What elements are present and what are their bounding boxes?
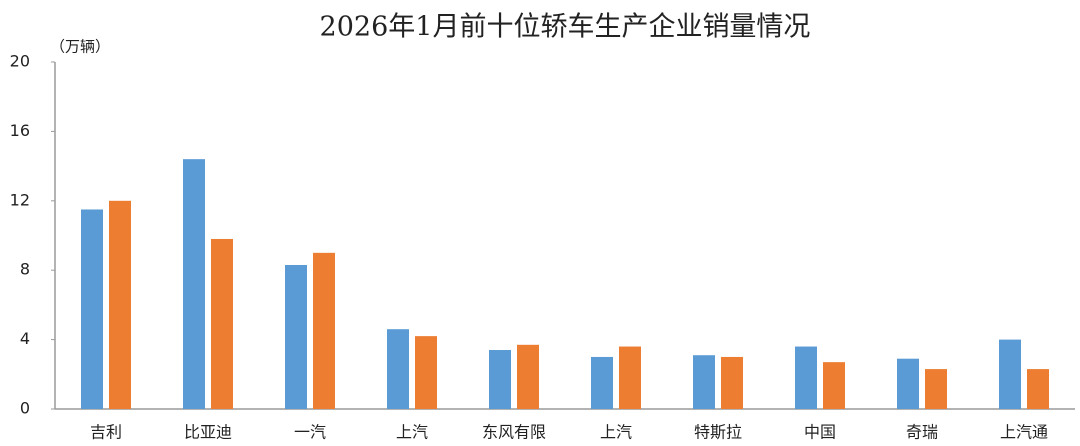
- bar: [925, 369, 947, 409]
- x-tick-label: 比亚迪: [184, 423, 232, 442]
- bar: [591, 356, 613, 409]
- y-tick-label: 20: [10, 52, 30, 71]
- x-tick-label: 吉利: [90, 423, 122, 442]
- bar: [313, 252, 335, 409]
- x-tick-label: 特斯拉: [694, 423, 742, 442]
- bar: [183, 159, 205, 409]
- bar: [517, 344, 539, 409]
- bar: [109, 200, 131, 409]
- bar: [823, 362, 845, 409]
- x-tick-label: 上汽: [396, 423, 428, 442]
- x-tick-label: 奇瑞: [906, 423, 938, 442]
- x-tick-label: 上汽: [600, 423, 632, 442]
- bar: [415, 336, 437, 409]
- bar: [999, 339, 1021, 409]
- y-tick-label: 12: [10, 190, 30, 209]
- x-tick-label: 一汽: [294, 423, 326, 442]
- bar: [897, 358, 919, 409]
- bar: [721, 356, 743, 409]
- bar: [693, 355, 715, 409]
- y-axis-label: （万辆）: [50, 38, 110, 56]
- y-tick-label: 4: [20, 329, 30, 348]
- y-tick-label: 8: [20, 260, 30, 279]
- x-tick-label: 上汽通: [1000, 423, 1048, 442]
- bar: [795, 346, 817, 409]
- y-tick-label: 0: [20, 399, 30, 418]
- bar: [619, 346, 641, 409]
- bar: [211, 238, 233, 409]
- x-tick-label: 中国: [804, 423, 836, 442]
- bar: [387, 329, 409, 409]
- y-tick-label: 16: [10, 121, 30, 140]
- chart-title: 2026年1月前十位轿车生产企业销量情况: [320, 12, 811, 43]
- bar: [1027, 369, 1049, 409]
- x-tick-label: 东风有限: [482, 423, 546, 442]
- bar: [489, 350, 511, 409]
- bar: [81, 209, 103, 409]
- bar: [285, 264, 307, 409]
